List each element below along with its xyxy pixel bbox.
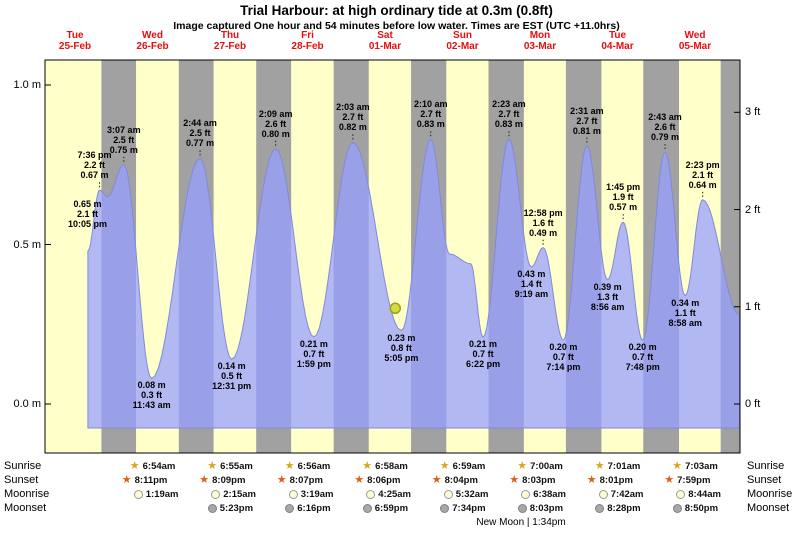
sunset-row-label-right: Sunset <box>747 474 782 486</box>
sunrise-row-label-left: Sunrise <box>4 460 42 472</box>
sunrise-row-label-right: Sunrise <box>747 460 785 472</box>
moonrise-row-label-left: Moonrise <box>4 488 50 500</box>
current-time-marker <box>389 302 402 315</box>
page-subtitle: Image captured One hour and 54 minutes b… <box>173 20 620 32</box>
moonrise-row-label-right: Moonrise <box>747 488 793 500</box>
sunset-row-label-left: Sunset <box>4 474 39 486</box>
new-moon-label: New Moon | 1:34pm <box>476 517 566 528</box>
plot-border <box>44 59 741 454</box>
moonset-row-label-left: Moonset <box>4 502 47 514</box>
page-title: Trial Harbour: at high ordinary tide at … <box>240 3 553 18</box>
tide-curve <box>87 138 740 429</box>
moonset-row-label-right: Moonset <box>747 502 790 514</box>
